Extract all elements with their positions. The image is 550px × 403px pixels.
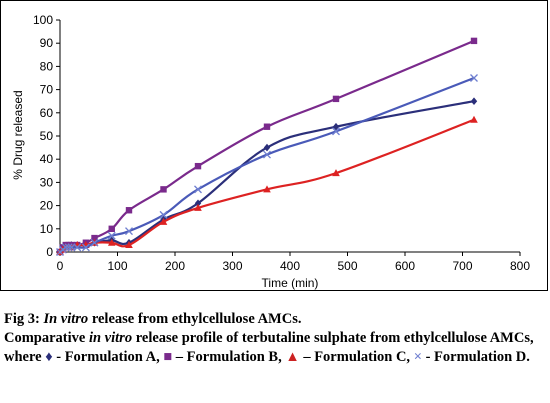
data-point (470, 74, 478, 82)
caption-fig-italic: In vitro (43, 311, 89, 327)
caption-text-d: - Formulation D. (421, 349, 530, 365)
data-point (159, 217, 168, 225)
x-tick-label: 200 (165, 259, 185, 273)
x-tick-label: 800 (510, 259, 530, 273)
x-axis-title: Time (min) (262, 276, 319, 290)
y-tick-label: 70 (40, 83, 54, 97)
data-point (263, 185, 271, 193)
series-formulation-a (56, 97, 478, 256)
y-tick-label: 20 (40, 199, 54, 213)
x-tick-label: 700 (452, 259, 472, 273)
data-point-stroke (81, 243, 90, 252)
data-point (332, 169, 340, 177)
y-tick-label: 80 (40, 59, 54, 73)
series-formulation-d (56, 74, 478, 256)
caption-text-a: - Formulation A, (52, 349, 164, 365)
diamond-icon: ♦ (45, 349, 53, 365)
data-point (332, 95, 340, 103)
x-mark-icon: × (413, 349, 422, 365)
data-point (73, 243, 82, 252)
x-tick-label: 600 (395, 259, 415, 273)
caption-text-c: – Formulation C, (299, 349, 414, 365)
data-point (64, 243, 73, 252)
x-tick-label: 400 (280, 259, 300, 273)
data-point (332, 127, 340, 136)
data-point (160, 186, 167, 193)
series-line (59, 76, 475, 253)
data-point (90, 238, 99, 247)
data-point (194, 162, 202, 170)
data-point (194, 203, 202, 211)
caption-body-2: release profile of terbutaline sulphate … (4, 330, 534, 365)
release-profile-chart: 0 10 20 30 40 50 60 70 80 90 100 0 100 200 300 400 500 60… (11, 13, 530, 290)
data-point (81, 243, 90, 252)
data-point (470, 97, 478, 105)
x-tick-label: 0 (57, 259, 64, 273)
data-point (470, 37, 478, 45)
x-tick-label: 100 (107, 259, 127, 273)
caption-body-1: Comparative (4, 330, 89, 346)
data-point-stroke (159, 210, 168, 219)
y-tick-label: 30 (40, 175, 54, 189)
data-point (91, 234, 98, 242)
y-axis-title: % Drug released (11, 90, 25, 179)
caption-fig-label: Fig 3: (4, 311, 44, 327)
data-point-stroke (194, 185, 202, 194)
data-point-stroke (332, 127, 340, 136)
data-point (332, 122, 340, 131)
data-point (125, 207, 133, 214)
data-point (194, 199, 202, 208)
caption-title: Fig 3: In vitro release from ethylcellul… (4, 310, 548, 329)
y-tick-label: 50 (40, 129, 54, 143)
caption-text-b: – Formulation B, (172, 349, 286, 365)
chart-frame: 0 10 20 30 40 50 60 70 80 90 100 0 100 200 300 400 500 60… (0, 0, 548, 291)
y-tick-label: 60 (40, 106, 54, 120)
data-point-stroke (90, 238, 99, 247)
ticks: 0 10 20 30 40 50 60 70 80 90 100 0 100 200 300 400 500 60… (33, 13, 530, 273)
data-point-stroke (107, 231, 116, 240)
y-tick-label: 10 (40, 222, 54, 236)
x-tick-label: 300 (222, 259, 242, 273)
series (56, 37, 478, 256)
caption-body-italic: in vitro (88, 330, 133, 346)
data-point (263, 123, 271, 130)
data-point (107, 231, 116, 240)
caption-body: Comparative in vitro release profile of … (4, 329, 548, 367)
data-point (108, 225, 115, 232)
figure-caption: Fig 3: In vitro release from ethylcellul… (4, 310, 548, 367)
data-point (159, 210, 168, 219)
data-point (263, 143, 271, 152)
data-point (470, 115, 478, 123)
data-point-stroke (64, 243, 73, 252)
data-point-stroke (73, 243, 82, 252)
y-tick-label: 100 (33, 13, 53, 27)
y-tick-label: 0 (46, 245, 53, 259)
x-tick-label: 500 (337, 259, 357, 273)
y-tick-label: 90 (40, 36, 54, 50)
data-point (107, 238, 116, 246)
data-point (263, 150, 271, 159)
data-point-stroke (61, 243, 70, 252)
data-point (125, 241, 133, 249)
triangle-icon: ▲ (285, 349, 300, 365)
caption-fig-rest: release from ethylcellulose AMCs. (88, 311, 302, 327)
data-point (125, 227, 133, 236)
data-point-stroke (263, 150, 271, 159)
square-icon: ■ (163, 349, 173, 365)
data-point (194, 185, 202, 194)
y-tick-label: 40 (40, 152, 54, 166)
data-point-stroke (470, 74, 478, 82)
data-point (61, 243, 70, 252)
data-point-stroke (125, 227, 133, 236)
data-point-stroke (67, 243, 76, 252)
data-point (67, 243, 76, 252)
